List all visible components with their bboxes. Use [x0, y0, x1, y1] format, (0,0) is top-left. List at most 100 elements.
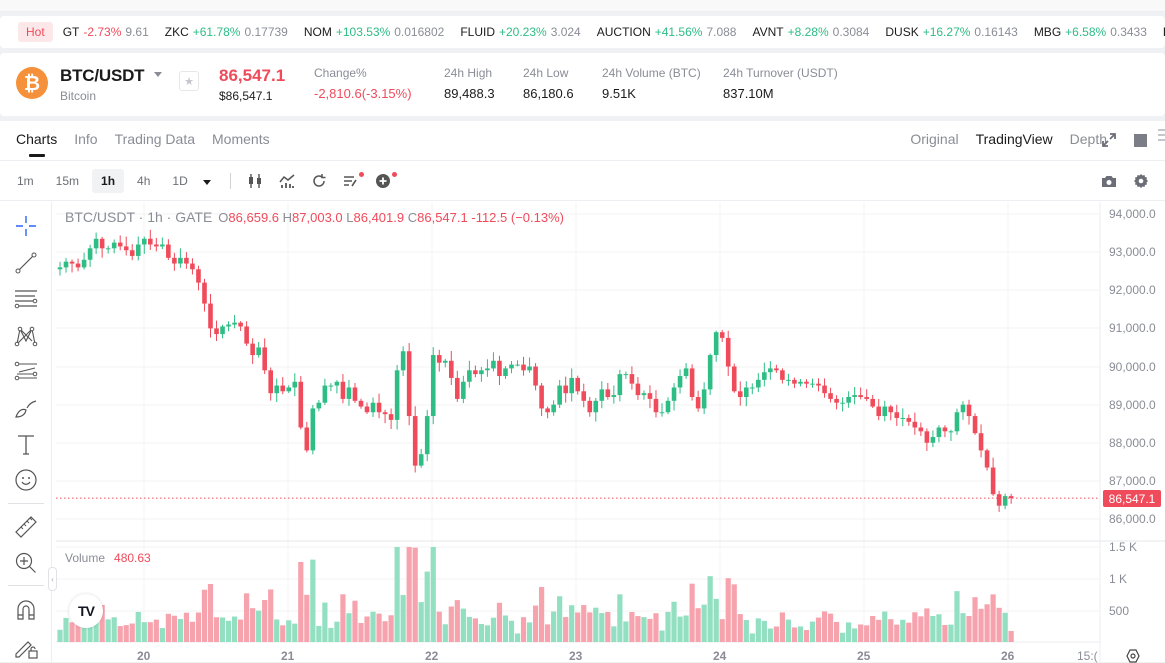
drawing-toolbar [0, 202, 52, 662]
time-tick: 22 [425, 649, 439, 663]
time-tick: 15:( [1077, 649, 1098, 663]
settings-gear-icon[interactable] [1133, 173, 1149, 189]
templates-icon[interactable] [343, 173, 359, 189]
coin-name: Bitcoin [60, 89, 97, 103]
layout-square-icon[interactable] [1134, 134, 1147, 147]
trendline-icon[interactable] [13, 250, 39, 276]
magnet-icon[interactable] [13, 597, 39, 623]
fib-retracement-icon[interactable] [13, 359, 39, 385]
fullscreen-icon[interactable] [1101, 132, 1117, 148]
ticker-item[interactable]: FLUID +20.23% 3.024 [460, 25, 581, 39]
stat-24h-volume: 24h Volume (BTC) 9.51K [602, 66, 701, 101]
pair-selector[interactable]: BTC/USDT [60, 66, 145, 85]
tab-charts[interactable]: Charts [16, 131, 57, 157]
tradingview-logo[interactable]: TV [69, 594, 103, 628]
tab-trading-data[interactable]: Trading Data [114, 131, 196, 147]
candlestick-canvas[interactable] [0, 202, 1165, 662]
time-tick: 21 [281, 649, 295, 663]
menu-icon[interactable] [1158, 129, 1165, 143]
view-tradingview[interactable]: TradingView [975, 131, 1053, 147]
text-icon[interactable] [13, 432, 39, 458]
pattern-icon[interactable] [13, 323, 39, 349]
ticker-item[interactable]: DUSK +16.27% 0.16143 [885, 25, 1018, 39]
price-tick: 87,000.0 [1109, 474, 1156, 488]
crosshair-icon[interactable] [13, 213, 39, 239]
ohlc-values: O86,659.6 H87,003.0 L86,401.9 C86,547.1 … [218, 210, 564, 225]
ticker-item[interactable]: MBG +6.58% 0.3433 [1033, 25, 1147, 39]
time-tick: 20 [137, 649, 151, 663]
volume-legend: Volume 480.63 [65, 551, 151, 565]
price-tick: 91,000.0 [1109, 321, 1156, 335]
notification-dot [392, 172, 397, 177]
hot-badge[interactable]: Hot [18, 22, 53, 42]
section-tabs: Charts Info Trading Data Moments [16, 131, 270, 157]
axis-settings-icon[interactable] [1126, 649, 1140, 663]
ruler-icon[interactable] [13, 514, 39, 540]
interval-1m[interactable]: 1m [17, 174, 34, 188]
stat-24h-low: 24h Low 86,180.6 [523, 66, 574, 101]
chevron-down-icon[interactable] [154, 72, 162, 77]
tradingview-chart[interactable]: ‹ BTC/USDT · 1h · GATE O86,659.6 H87,003… [0, 202, 1165, 663]
time-tick: 25 [857, 649, 871, 663]
time-tick: 26 [1001, 649, 1015, 663]
current-price-tag: 86,547.1 [1103, 490, 1161, 507]
tab-moments[interactable]: Moments [212, 131, 270, 147]
volume-tick: 1 K [1109, 572, 1128, 586]
view-original[interactable]: Original [910, 131, 959, 147]
zoom-in-icon[interactable] [13, 550, 39, 576]
interval-selector: 1m 15m 1h 4h 1D [8, 169, 211, 193]
chart-panel: Charts Info Trading Data Moments Origina… [0, 121, 1165, 663]
volume-tick: 1.5 K [1109, 540, 1138, 554]
lock-drawings-icon[interactable] [13, 634, 39, 660]
volume-tick: 500 [1109, 604, 1130, 618]
stat-24h-high: 24h High 89,488.3 [444, 66, 495, 101]
stat-24h-turnover: 24h Turnover (USDT) 837.10M [723, 66, 838, 101]
interval-15m[interactable]: 15m [55, 174, 80, 188]
indicators-icon[interactable] [279, 173, 295, 189]
chart-toolbar: 1m 15m 1h 4h 1D [0, 161, 1165, 201]
chart-view-switch: Original TradingView Depth [910, 131, 1107, 147]
favorite-star-icon[interactable]: ★ [179, 71, 199, 91]
divider [0, 160, 1165, 161]
stat-change: Change% -2,810.6(-3.15%) [314, 66, 412, 101]
interval-1d[interactable]: 1D [172, 174, 188, 188]
price-tick: 89,000.0 [1109, 398, 1156, 412]
brush-icon[interactable] [13, 396, 39, 422]
price-tick: 88,000.0 [1109, 436, 1156, 450]
collapse-toolbar-button[interactable]: ‹ [48, 567, 57, 591]
ticker-item[interactable]: AVNT +8.28% 0.3084 [752, 25, 870, 39]
price-tick: 94,000.0 [1109, 207, 1156, 221]
price-tick: 93,000.0 [1109, 245, 1156, 259]
replay-icon[interactable] [311, 173, 327, 189]
ticker-item[interactable]: DI [1163, 25, 1165, 39]
pair-header: ₿ BTC/USDT Bitcoin ★ 86,547.1 $86,547.1 … [0, 53, 1165, 116]
price-tick: 86,000.0 [1109, 512, 1156, 526]
time-tick: 23 [569, 649, 583, 663]
bitcoin-icon: ₿ [16, 67, 48, 99]
ticker-item[interactable]: ZKC +61.78% 0.17739 [164, 25, 288, 39]
more-intervals-chevron-icon[interactable] [202, 180, 211, 185]
tab-info[interactable]: Info [74, 131, 98, 147]
symbol-title: BTC/USDT · 1h · GATE [65, 209, 213, 225]
browser-top-strip [0, 0, 1165, 12]
last-price: 86,547.1 [219, 66, 286, 85]
add-indicator-icon[interactable] [375, 173, 391, 189]
toolbar-divider [8, 585, 44, 586]
price-tick: 92,000.0 [1109, 283, 1156, 297]
notification-dot [359, 172, 364, 177]
ticker-item[interactable]: GT -2.73% 9.61 [62, 25, 149, 39]
candle-type-icon[interactable] [247, 173, 263, 189]
hot-ticker-bar: Hot GT -2.73% 9.61 ZKC +61.78% 0.17739 NOM +103… [0, 16, 1165, 48]
interval-4h[interactable]: 4h [137, 174, 151, 188]
chart-legend: BTC/USDT · 1h · GATE O86,659.6 H87,003.0… [65, 209, 564, 225]
ticker-item[interactable]: AUCTION +41.56% 7.088 [596, 25, 737, 39]
horizontal-lines-icon[interactable] [13, 286, 39, 312]
emoji-icon[interactable] [13, 467, 39, 493]
view-depth[interactable]: Depth [1069, 131, 1107, 147]
time-tick: 24 [713, 649, 727, 663]
toolbar-divider [230, 173, 231, 189]
price-tick: 90,000.0 [1109, 360, 1156, 374]
interval-1h[interactable]: 1h [92, 169, 125, 193]
ticker-item[interactable]: NOM +103.53% 0.016802 [303, 25, 445, 39]
camera-icon[interactable] [1101, 173, 1117, 189]
